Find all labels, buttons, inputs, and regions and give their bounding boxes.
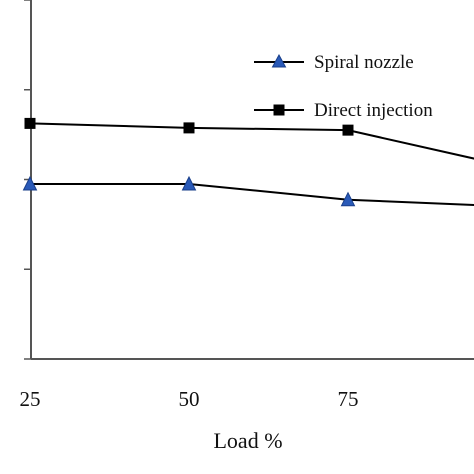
data-point-square [24,117,36,129]
legend: Spiral nozzle Direct injection [254,52,433,121]
x-tick-label: 50 [179,387,200,411]
series-line [29,122,474,160]
data-point-square [342,124,354,136]
series-layer [22,117,474,207]
legend-marker-square [273,104,285,116]
data-point-triangle [22,175,38,191]
legend-entry: Direct injection [254,100,433,121]
data-point-square [183,122,195,134]
legend-entry: Spiral nozzle [254,52,414,73]
legend-marker-triangle [271,53,287,68]
x-tick-labels: 25 50 75 [20,387,359,411]
series-direct-injection [24,117,474,160]
data-point-triangle [340,191,356,207]
x-tick-label: 75 [338,387,359,411]
legend-label: Spiral nozzle [314,52,414,73]
x-axis-title: Load % [213,428,282,453]
series-line [30,182,474,207]
series-spiral-nozzle [22,175,474,207]
legend-label: Direct injection [314,100,433,121]
data-point-triangle [181,175,197,191]
x-tick-label: 25 [20,387,41,411]
